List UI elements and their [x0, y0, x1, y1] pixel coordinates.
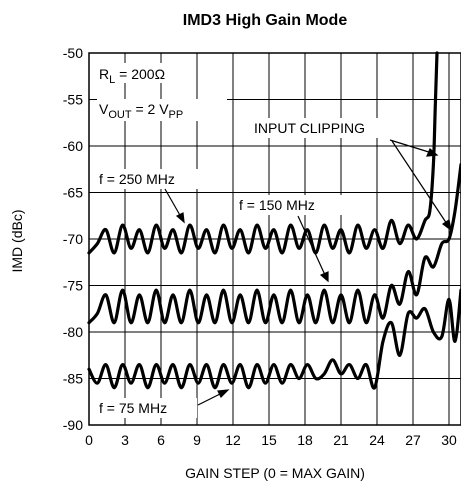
series-line-f-75-mhz	[87, 288, 461, 390]
rl-label-bg	[97, 63, 177, 83]
f250-label: f = 250 MHz	[99, 171, 175, 187]
rl-main: R	[99, 66, 109, 82]
clipping-label: INPUT CLIPPING	[254, 120, 365, 136]
rl-rest: = 200Ω	[115, 66, 165, 82]
x-tick-label: 15	[261, 432, 277, 448]
x-tick-label: 6	[157, 432, 165, 448]
x-tick-label: 30	[441, 432, 457, 448]
x-tick-label: 24	[369, 432, 385, 448]
vout-mid: = 2 V	[132, 101, 170, 117]
x-tick-label: 12	[225, 432, 241, 448]
vout-label: VOUT = 2 VPP	[99, 101, 183, 121]
chart-title: IMD3 High Gain Mode	[183, 12, 348, 29]
series-line-f-250-mhz	[87, 51, 439, 255]
vout-main: V	[99, 101, 109, 117]
vout-sub2: PP	[169, 109, 184, 121]
y-tick-label: -90	[63, 417, 83, 433]
x-tick-label: 21	[333, 432, 349, 448]
x-tick-label: 9	[193, 432, 201, 448]
series-lines	[87, 51, 461, 390]
clipping-arrow-1-line	[389, 139, 433, 154]
x-tick-label: 0	[85, 432, 93, 448]
y-tick-label: -55	[63, 92, 83, 108]
f75-arrow-line	[197, 392, 223, 406]
f250-arrow-head	[175, 212, 185, 224]
series-line-f-150-mhz	[87, 163, 461, 325]
vout-sub: OUT	[108, 109, 132, 121]
clipping-arrow-2-line	[391, 140, 448, 225]
x-tick-label: 27	[405, 432, 421, 448]
f150-arrow-head	[319, 271, 329, 283]
y-tick-label: -70	[63, 231, 83, 247]
annotations: RL = 200Ω VOUT = 2 VPP INPUT CLIPPING f …	[97, 63, 452, 418]
x-tick-label: 18	[297, 432, 313, 448]
y-tick-label: -75	[63, 278, 83, 294]
x-tick-label: 3	[121, 432, 129, 448]
y-tick-label: -60	[63, 138, 83, 154]
x-tick-labels: 0 3 6 9 12 15 18 21 24 27 30	[85, 432, 457, 448]
y-tick-labels: -50 -55 -60 -65 -70 -75 -80 -85 -90	[63, 45, 83, 433]
f250-label-bg	[97, 169, 207, 189]
f250-arrow-line	[164, 188, 182, 218]
clipping-arrow-1-head	[426, 148, 439, 157]
plot-frame	[88, 52, 461, 426]
clipping-label-bg	[252, 118, 412, 138]
rl-label: RL = 200Ω	[99, 66, 165, 86]
y-tick-label: -65	[63, 185, 83, 201]
rl-sub: L	[109, 74, 115, 86]
vout-label-bg	[97, 99, 227, 121]
f75-arrow-head	[217, 389, 230, 399]
f150-label-bg	[237, 195, 347, 215]
f150-label: f = 150 MHz	[239, 197, 315, 213]
clipping-arrow-2-head	[441, 219, 452, 232]
y-tick-label: -80	[63, 324, 83, 340]
x-axis-label: GAIN STEP (0 = MAX GAIN)	[185, 465, 365, 481]
f75-label-bg	[97, 398, 197, 418]
y-axis-label: IMD (dBc)	[9, 210, 25, 273]
f150-arrow-line	[297, 215, 326, 276]
y-tick-label: -50	[63, 45, 83, 61]
y-tick-label: -85	[63, 371, 83, 387]
f75-label: f = 75 MHz	[99, 400, 167, 416]
